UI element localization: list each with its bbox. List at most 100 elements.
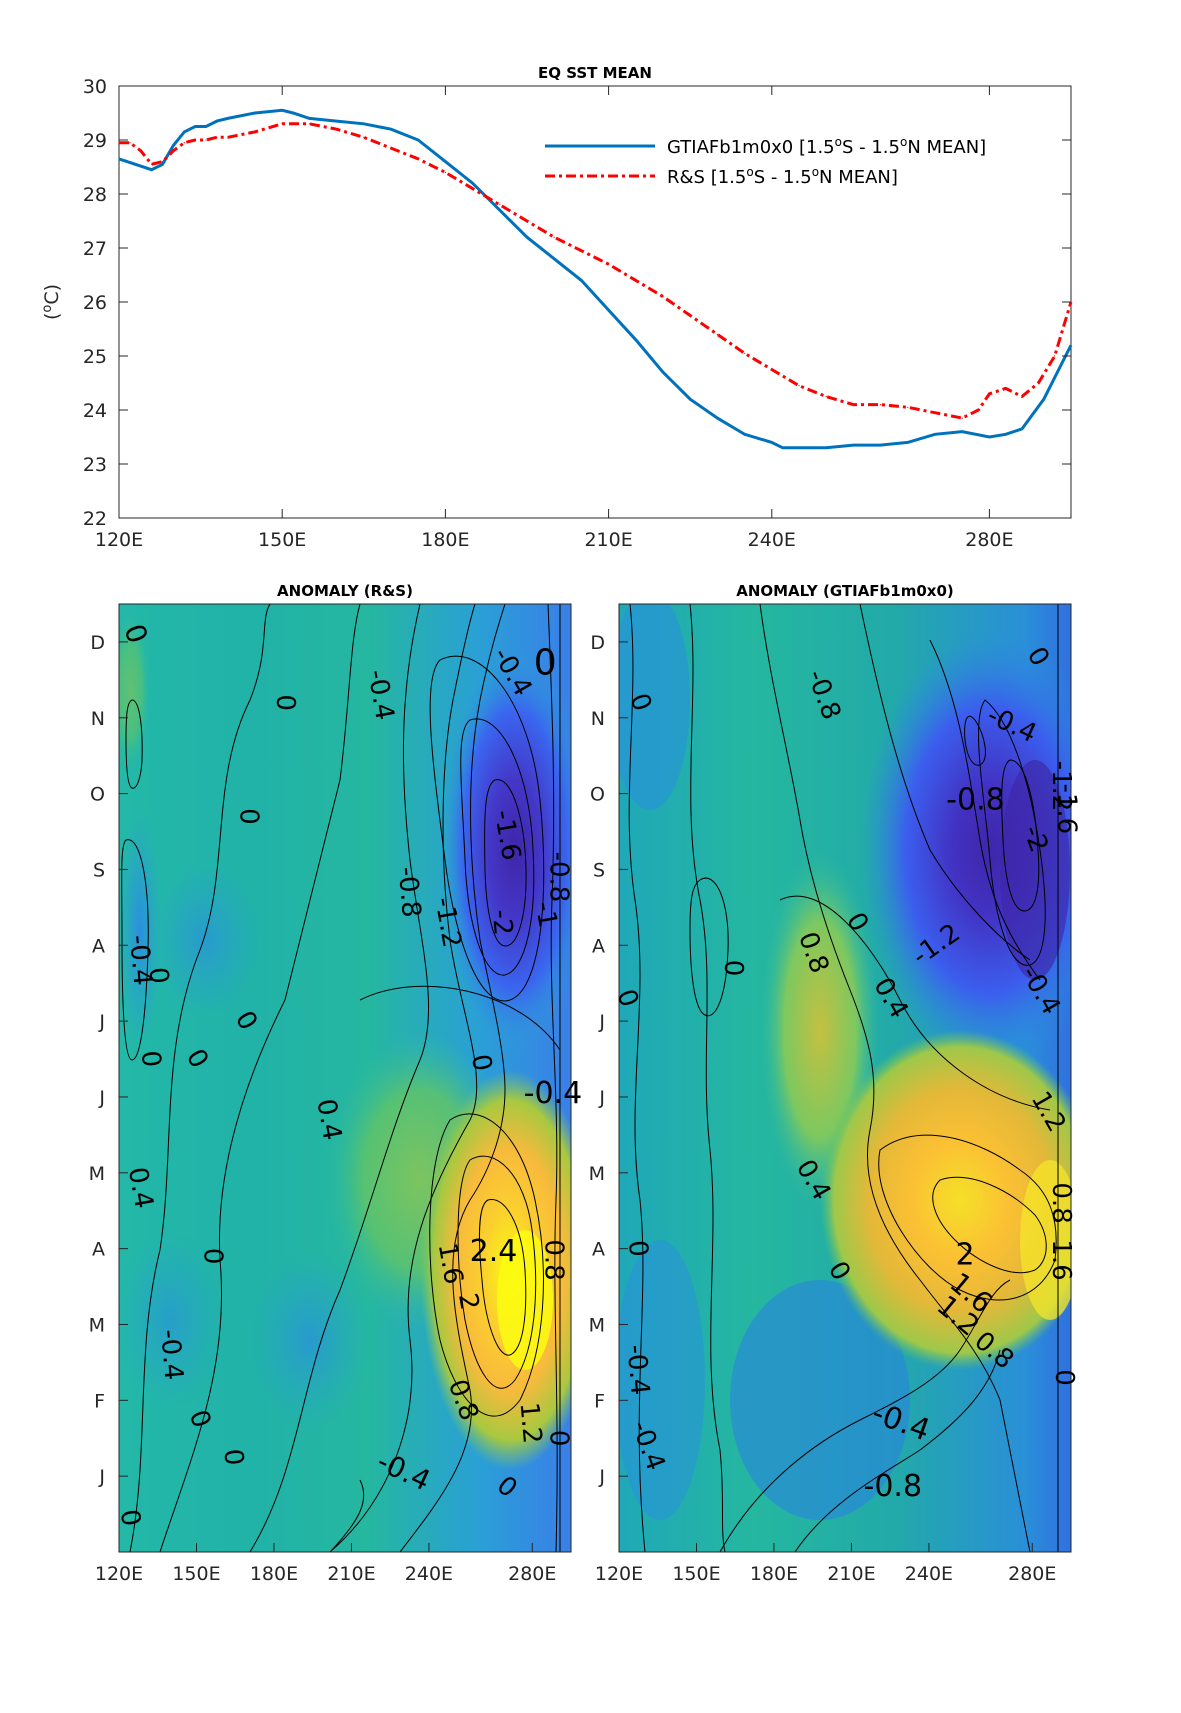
data-point	[977, 409, 980, 411]
data-point	[308, 117, 310, 119]
y-tick-label: 23	[83, 454, 107, 476]
contour-label: -1.2	[1046, 761, 1076, 812]
contour-label: 0	[622, 1239, 653, 1258]
x-tick-label: 180E	[750, 1563, 798, 1585]
data-point	[553, 236, 555, 238]
data-point	[499, 204, 501, 206]
month-tick-label: A	[592, 935, 605, 957]
data-point	[417, 139, 419, 141]
month-tick-label: N	[91, 708, 105, 730]
contour-label: -1	[529, 899, 563, 930]
data-point	[444, 161, 446, 163]
data-point	[205, 125, 207, 128]
series-line-observed	[119, 122, 1073, 420]
contour-label: -0.4	[154, 1328, 188, 1381]
data-point	[1021, 395, 1023, 398]
data-point	[880, 404, 882, 406]
right-map-title: ANOMALY (GTIAFb1m0x0)	[736, 582, 954, 600]
data-point	[281, 123, 283, 125]
contour-label: 0.8	[538, 1239, 568, 1280]
data-point	[553, 258, 555, 260]
left-blue-patch	[150, 860, 260, 1020]
contour-label: -0.4	[123, 934, 157, 987]
data-point	[308, 123, 310, 125]
data-point	[118, 142, 120, 144]
y-tick-label: 25	[83, 346, 107, 368]
sst-mean-line-chart: EQ SST MEAN 120E 150E 180E 210E 240E 280E 22 2…	[40, 64, 1073, 551]
contour-label: 2	[452, 1291, 484, 1313]
y-tick-label: 26	[83, 292, 107, 314]
data-point	[140, 150, 142, 152]
data-point	[689, 398, 691, 400]
month-tick-label: O	[590, 784, 605, 806]
data-point	[526, 236, 528, 238]
data-point	[336, 120, 338, 122]
data-point	[716, 333, 719, 335]
contour-label: 0	[718, 960, 748, 977]
right-contour-lines	[628, 604, 1059, 1552]
month-tick-label: F	[94, 1390, 105, 1412]
contour-label: 0	[534, 643, 557, 684]
data-point	[635, 339, 637, 341]
x-tick-label: 210E	[584, 529, 632, 551]
data-point	[172, 150, 174, 152]
month-tick-label: O	[90, 784, 105, 806]
month-tick-label: J	[598, 1011, 605, 1033]
x-tick-label: 210E	[827, 1563, 875, 1585]
month-tick-label: A	[592, 1239, 605, 1261]
y-tick-label: 22	[83, 508, 107, 530]
left-green-band	[119, 610, 150, 770]
x-tick-label: 180E	[421, 529, 469, 551]
left-warm-anomaly	[420, 1070, 571, 1470]
contour-label: 0.4	[310, 1097, 347, 1143]
data-point	[417, 158, 419, 160]
data-point	[635, 279, 637, 281]
data-point	[390, 128, 392, 130]
contour-label: 0	[217, 1448, 248, 1467]
contour-label: 2.4	[470, 1234, 518, 1269]
contour-label: 0	[234, 808, 264, 825]
left-blue-patch	[119, 1230, 225, 1410]
data-point	[608, 263, 610, 265]
contour-label: -1.6	[1051, 783, 1081, 834]
data-point	[798, 447, 800, 449]
data-point	[363, 123, 365, 125]
legend: GTIAFb1m0x0 [1.5oS - 1.5oN MEAN] R&S [1.5…	[545, 135, 986, 188]
data-point	[216, 120, 218, 122]
left-map-frame	[118, 603, 572, 1553]
data-point	[281, 109, 283, 111]
line-chart-title: EQ SST MEAN	[538, 64, 652, 82]
contour-label: -0.8	[946, 783, 1005, 818]
data-point	[390, 147, 392, 149]
x-tick-label: 120E	[595, 1563, 643, 1585]
data-point	[151, 169, 153, 171]
data-point	[580, 279, 583, 281]
x-tick-label: 180E	[250, 1563, 298, 1585]
data-point	[907, 441, 909, 443]
data-point	[961, 431, 963, 433]
data-point	[205, 139, 207, 141]
month-tick-label: J	[98, 1011, 105, 1033]
data-point	[172, 144, 174, 146]
right-warm-anomaly	[820, 1030, 1071, 1370]
y-tick-label: 28	[83, 184, 107, 206]
month-tick-label: M	[589, 1163, 605, 1185]
month-tick-label: A	[92, 1239, 105, 1261]
data-point	[499, 209, 501, 211]
y-tick-label: 24	[83, 400, 107, 422]
contour-label: 0	[197, 1248, 227, 1265]
data-point	[363, 136, 365, 138]
data-point	[1043, 398, 1045, 400]
data-point	[161, 163, 164, 165]
y-tick-label: 29	[83, 130, 107, 152]
x-tick-label: 150E	[258, 529, 306, 551]
data-point	[472, 188, 474, 190]
contour-label: 0	[270, 694, 300, 711]
line-plot-area	[118, 85, 1072, 519]
month-tick-label: J	[98, 1466, 105, 1488]
contour-label: 0.8	[1046, 1182, 1076, 1223]
contour-label: -0.8	[392, 866, 426, 919]
x-tick-label: 240E	[748, 529, 796, 551]
data-point	[1070, 344, 1072, 346]
data-point	[798, 385, 800, 387]
